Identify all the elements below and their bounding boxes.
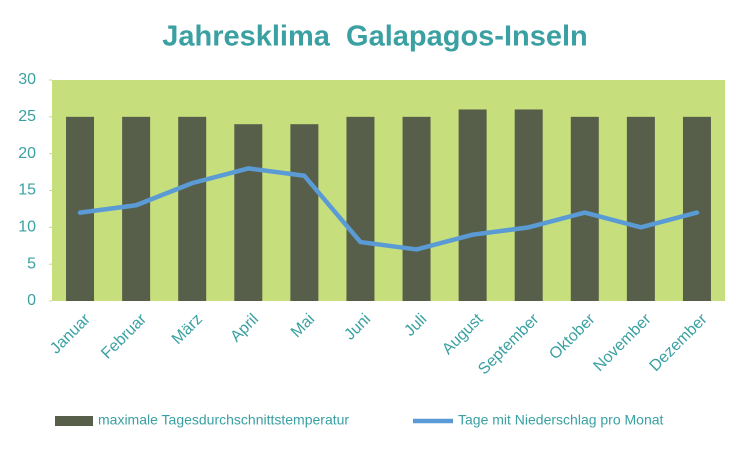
bar bbox=[570, 116, 599, 301]
bar bbox=[682, 116, 711, 301]
bar bbox=[346, 116, 375, 301]
y-tick-label: 25 bbox=[18, 108, 36, 125]
bar bbox=[234, 124, 263, 301]
y-tick-label: 10 bbox=[18, 219, 36, 236]
y-tick-label: 0 bbox=[27, 292, 36, 309]
bar bbox=[402, 116, 431, 301]
bar bbox=[122, 116, 151, 301]
bar bbox=[514, 109, 543, 301]
chart-title: Jahresklima Galapagos-Inseln bbox=[162, 21, 588, 53]
y-tick-label: 15 bbox=[18, 182, 36, 199]
bar bbox=[290, 124, 319, 301]
y-tick-label: 5 bbox=[27, 255, 36, 272]
y-tick-label: 30 bbox=[18, 71, 36, 88]
line bbox=[77, 166, 700, 252]
bar bbox=[626, 116, 655, 301]
plot-area bbox=[52, 80, 725, 301]
bar bbox=[66, 116, 95, 301]
y-tick-label: 20 bbox=[18, 145, 36, 162]
bar bbox=[458, 109, 487, 301]
legend-label: Tage mit Niederschlag pro Monat bbox=[458, 412, 664, 428]
legend-label: maximale Tagesdurchschnittstemperatur bbox=[98, 412, 349, 428]
bar bbox=[178, 116, 207, 301]
legend-swatch bbox=[55, 416, 93, 426]
